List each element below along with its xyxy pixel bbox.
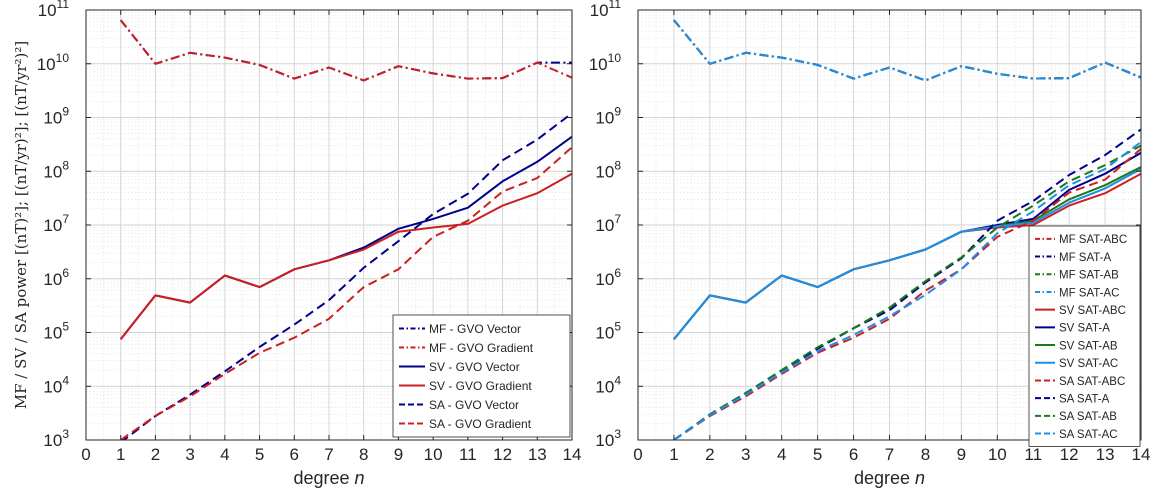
x-tick-label: 12 xyxy=(493,445,512,464)
y-tick-label: 1011 xyxy=(590,0,622,20)
x-tick-label: 5 xyxy=(255,445,264,464)
legend-label: SA SAT-AC xyxy=(1059,429,1118,441)
series-line-mf-sat-ac xyxy=(673,19,1141,82)
y-tick-label: 1011 xyxy=(38,0,70,20)
legend-label: SA - GVO Vector xyxy=(429,398,519,412)
legend-box xyxy=(392,314,571,438)
x-tick-label: 12 xyxy=(1060,445,1079,464)
x-tick-label: 6 xyxy=(849,445,858,464)
y-tick-label: 104 xyxy=(43,373,69,396)
x-tick-label: 13 xyxy=(1096,445,1115,464)
x-axis-label: degree n xyxy=(854,468,925,488)
series-line-sa-gvo-vector xyxy=(122,112,572,440)
legend-label: SV - GVO Gradient xyxy=(429,379,532,393)
x-tick-label: 1 xyxy=(669,445,678,464)
legend-label: SA SAT-ABC xyxy=(1059,376,1125,388)
x-tick-label: 7 xyxy=(885,445,894,464)
x-tick-label: 3 xyxy=(741,445,750,464)
legend-label: SV SAT-AB xyxy=(1059,340,1118,352)
x-tick-label: 0 xyxy=(633,445,642,464)
x-axis-label: degree n xyxy=(293,468,364,488)
series-line-sv-gvo-gradient xyxy=(119,172,572,340)
x-tick-label: 1 xyxy=(116,445,125,464)
y-tick-label: 108 xyxy=(595,158,621,181)
x-tick-label: 8 xyxy=(359,445,368,464)
x-tick-label: 4 xyxy=(220,445,229,464)
y-tick-label: 1010 xyxy=(589,51,622,74)
legend: MF - GVO Vector MF - GVO Gradient SV - GVO… xyxy=(392,314,571,438)
y-tick-label: 104 xyxy=(595,373,621,396)
y-tick-label: 109 xyxy=(595,105,621,128)
y-tick-label: 107 xyxy=(43,212,69,235)
legend-label: MF SAT-A xyxy=(1059,252,1112,264)
legend-label: SA - GVO Gradient xyxy=(429,417,532,431)
x-tick-label: 4 xyxy=(777,445,786,464)
x-tick-label: 14 xyxy=(1132,445,1151,464)
legend-label: SV SAT-A xyxy=(1059,323,1110,335)
legend-label: MF SAT-AB xyxy=(1059,270,1119,282)
y-tick-label: 107 xyxy=(595,212,621,235)
y-tick-label: 105 xyxy=(595,320,621,343)
x-tick-label: 10 xyxy=(424,445,443,464)
legend-label: MF SAT-ABC xyxy=(1059,234,1127,246)
series-line-mf-gvo-gradient xyxy=(119,19,572,82)
legend-label: MF SAT-AC xyxy=(1059,287,1119,299)
x-tick-label: 3 xyxy=(185,445,194,464)
x-tick-label: 13 xyxy=(528,445,547,464)
series-line-sv-sat-ac xyxy=(673,168,1141,340)
series-line-sa-gvo-gradient xyxy=(120,146,572,440)
x-tick-label: 8 xyxy=(921,445,930,464)
y-tick-label: 106 xyxy=(595,266,621,289)
right-panel: 0 1 2 3 4 5 6 7 8 9 10 11 12 13 1410310410510610710810… xyxy=(589,0,1151,488)
x-tick-label: 0 xyxy=(81,445,90,464)
legend-box xyxy=(1028,225,1141,447)
x-tick-label: 9 xyxy=(957,445,966,464)
legend-label: SV SAT-ABC xyxy=(1059,305,1126,317)
x-tick-label: 10 xyxy=(988,445,1007,464)
legend-label: MF - GVO Vector xyxy=(429,322,521,336)
legend: MF SAT-ABC MF SAT-A MF SAT-AB MF SAT-AC SV S… xyxy=(1028,225,1141,447)
y-tick-label: 106 xyxy=(43,266,69,289)
x-tick-label: 2 xyxy=(151,445,160,464)
y-axis-label: MF / SV / SA power [(nT)²]; [(nT/yr)²]; … xyxy=(12,41,30,410)
legend-label: MF - GVO Gradient xyxy=(429,341,534,355)
y-tick-label: 1010 xyxy=(37,51,70,74)
grid xyxy=(85,9,573,441)
x-tick-label: 9 xyxy=(394,445,403,464)
series-line-sa-sat-ac xyxy=(673,141,1141,440)
x-tick-label: 11 xyxy=(1024,445,1042,464)
x-tick-label: 6 xyxy=(290,445,299,464)
y-tick-label: 108 xyxy=(43,158,69,181)
series-line-sa-sat-ab xyxy=(673,144,1141,440)
left-panel: 0 1 2 3 4 5 6 7 8 9 10 11 12 13 1410310410510610710810… xyxy=(37,0,582,488)
x-tick-label: 5 xyxy=(813,445,822,464)
x-tick-label: 7 xyxy=(324,445,333,464)
series-group xyxy=(673,19,1141,440)
y-tick-label: 103 xyxy=(595,427,621,450)
y-tick-label: 105 xyxy=(43,320,69,343)
x-tick-label: 2 xyxy=(705,445,714,464)
legend-label: SV - GVO Vector xyxy=(429,360,520,374)
y-tick-label: 103 xyxy=(43,427,69,450)
legend-label: SA SAT-A xyxy=(1059,393,1110,405)
legend-label: SA SAT-AB xyxy=(1059,411,1117,423)
y-tick-label: 109 xyxy=(43,105,69,128)
series-group xyxy=(119,19,572,440)
legend-label: SV SAT-AC xyxy=(1059,358,1118,370)
x-tick-label: 14 xyxy=(563,445,582,464)
x-tick-label: 11 xyxy=(459,445,477,464)
